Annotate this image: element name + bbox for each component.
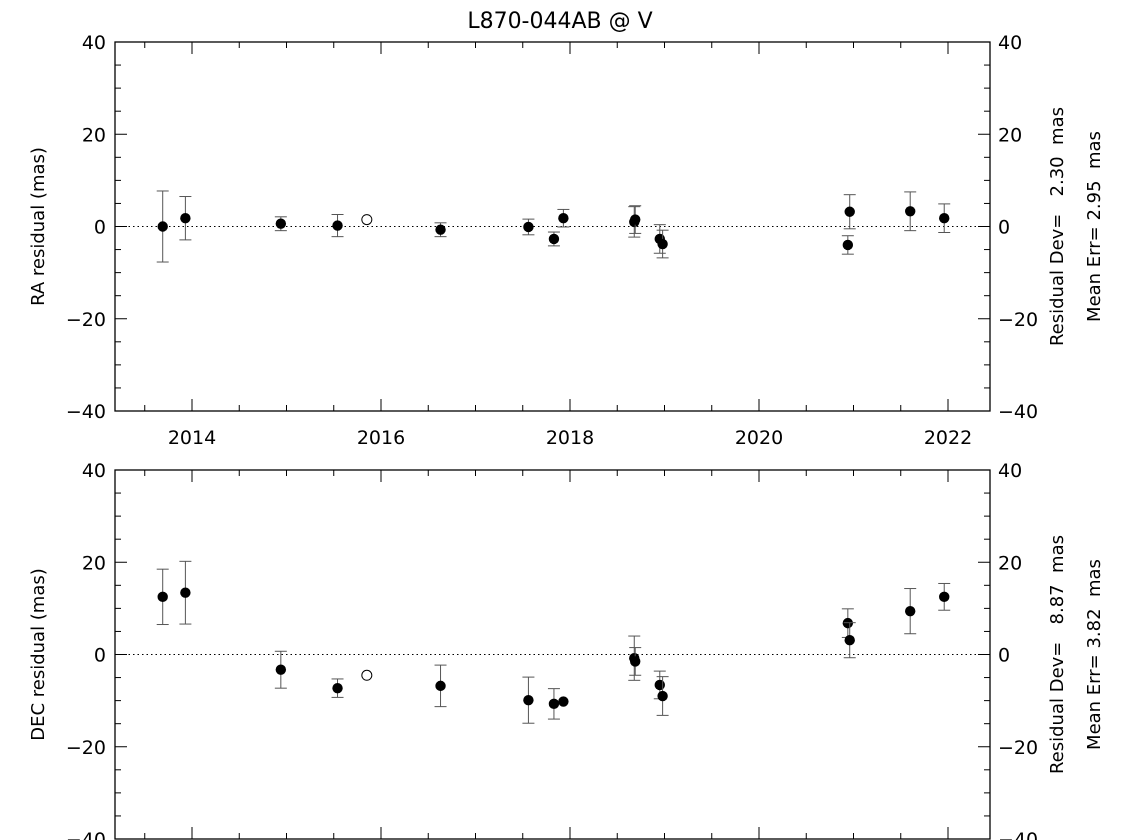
residual-stat-text: Residual Dev= 8.87 mas xyxy=(1047,535,1068,774)
residual-stat-text: Mean Err= 2.95 mas xyxy=(1084,131,1105,322)
data-point xyxy=(558,212,569,224)
data-point xyxy=(905,206,916,217)
data-point xyxy=(630,656,641,667)
data-point xyxy=(275,218,287,229)
data-point xyxy=(332,682,343,694)
data-point xyxy=(558,696,569,707)
y-axis-label: DEC residual (mas) xyxy=(28,568,49,741)
data-point xyxy=(657,238,668,250)
data-point xyxy=(844,206,855,217)
y-tick-label-right: −40 xyxy=(998,829,1038,840)
data-point xyxy=(939,212,950,224)
y-tick-label-right: 40 xyxy=(998,460,1022,482)
data-point xyxy=(523,221,534,233)
y-tick-label-left: −40 xyxy=(66,829,106,840)
y-tick-label-left: 20 xyxy=(82,552,106,574)
data-point xyxy=(905,605,916,617)
data-point-open xyxy=(361,214,373,226)
data-point xyxy=(332,220,343,231)
data-point xyxy=(844,635,855,646)
y-tick-label-left: −20 xyxy=(66,309,106,331)
x-tick-label: 2018 xyxy=(546,427,594,449)
data-point-open xyxy=(361,669,373,681)
data-point xyxy=(523,694,534,706)
data-point xyxy=(939,591,950,603)
data-point xyxy=(180,587,191,598)
data-point xyxy=(275,664,287,675)
residual-stat-text: Mean Err= 3.82 mas xyxy=(1084,559,1105,750)
y-tick-label-right: 20 xyxy=(998,124,1022,146)
data-point xyxy=(435,680,446,692)
y-tick-label-right: 0 xyxy=(998,217,1010,239)
data-point xyxy=(157,221,168,232)
y-tick-label-right: 40 xyxy=(998,32,1022,54)
y-tick-label-right: −40 xyxy=(998,401,1038,423)
y-tick-label-left: 0 xyxy=(94,217,106,239)
y-tick-label-left: 20 xyxy=(82,124,106,146)
data-point xyxy=(548,233,560,245)
y-tick-label-right: −20 xyxy=(998,309,1038,331)
data-point xyxy=(842,239,854,251)
data-point xyxy=(435,224,446,235)
x-tick-label: 2020 xyxy=(735,427,783,449)
data-point xyxy=(548,698,560,710)
x-tick-label: 2014 xyxy=(168,427,216,449)
data-point xyxy=(180,212,191,224)
data-point xyxy=(654,679,665,691)
chart-title: L870-044AB @ V xyxy=(467,9,652,34)
dec-residual-panel: 40 40 20 20 0 0 −20 −20 −40 −40 DEC residual (mas)… xyxy=(28,460,1105,840)
y-tick-label-right: 0 xyxy=(998,645,1010,667)
y-tick-label-left: −20 xyxy=(66,737,106,759)
y-tick-label-left: 40 xyxy=(82,460,106,482)
y-axis-label: RA residual (mas) xyxy=(28,147,49,306)
x-tick-label: 2016 xyxy=(357,427,405,449)
residual-stat-text: Residual Dev= 2.30 mas xyxy=(1047,107,1068,346)
data-point xyxy=(157,591,168,603)
y-tick-label-right: 20 xyxy=(998,552,1022,574)
y-tick-label-right: −20 xyxy=(998,737,1038,759)
y-tick-label-left: 40 xyxy=(82,32,106,54)
y-tick-label-left: −40 xyxy=(66,401,106,423)
data-point xyxy=(657,690,668,702)
x-tick-label: 2022 xyxy=(924,427,972,449)
data-point xyxy=(630,214,641,225)
y-tick-label-left: 0 xyxy=(94,645,106,667)
